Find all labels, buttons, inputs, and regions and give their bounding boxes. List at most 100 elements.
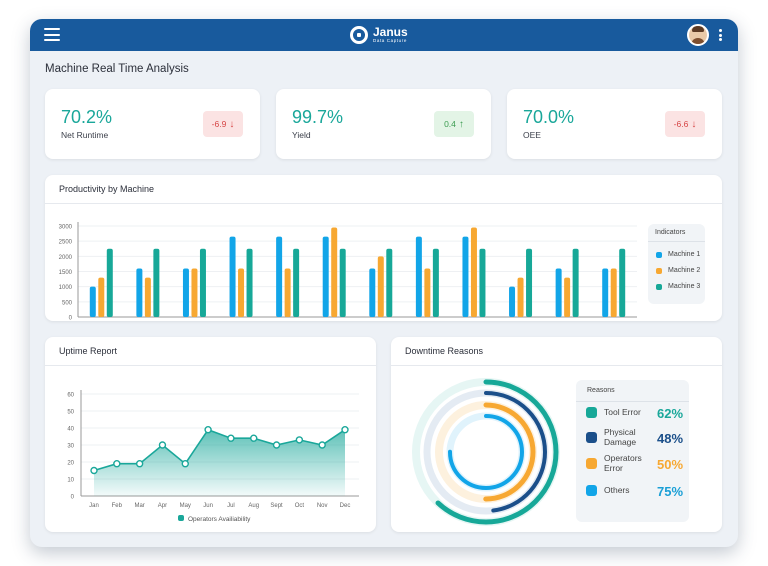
reason-percent: 50% (657, 457, 684, 472)
x-tick-label: Aug (248, 503, 259, 509)
bar-machine-1 (602, 268, 609, 317)
kpi-label: OEE (523, 130, 541, 140)
bar-machine-3 (246, 248, 253, 317)
x-tick-label: Jul (227, 503, 235, 509)
y-tick-label: 3000 (59, 225, 73, 231)
data-point (113, 459, 121, 468)
data-point (227, 434, 235, 442)
bar-machine-3 (619, 248, 626, 317)
legend-title: Reasons (587, 387, 615, 394)
bar-machine-3 (293, 248, 300, 317)
x-tick-label: Sept (270, 503, 283, 509)
uptime-title: Uptime Report (59, 346, 118, 356)
kpi-card-oee: 70.0% OEE -6.6 ↓ (507, 89, 722, 159)
data-point (204, 426, 212, 434)
card-header: Productivity by Machine (45, 175, 722, 204)
downtime-legend: Reasons Tool Error 62% Physical Damage 48% Op… (576, 380, 689, 522)
reason-label: Others (604, 485, 630, 495)
legend-swatch (178, 515, 184, 521)
bar-machine-2 (470, 227, 477, 317)
reason-label: Operators Error (604, 453, 642, 473)
downtime-title: Downtime Reasons (405, 346, 484, 356)
downtime-card: Downtime Reasons Reasons Tool Error 62% Ph… (391, 337, 722, 532)
y-tick-label: 10 (67, 478, 74, 484)
data-point (272, 441, 281, 449)
data-point (341, 426, 349, 434)
y-tick-label: 20 (67, 461, 74, 467)
dashboard-window: Janus Data Capture Machine Real Time Ana… (30, 19, 738, 547)
kpi-delta-value: 0.4 (444, 119, 456, 129)
bar-machine-1 (276, 236, 283, 317)
bar-machine-1 (229, 236, 236, 317)
reason-percent: 75% (657, 484, 684, 499)
reason-percent: 48% (657, 431, 684, 446)
brand-subtitle: Data Capture (373, 38, 407, 43)
x-tick-label: Jan (89, 503, 99, 509)
legend-label: Operators Availiability (188, 516, 251, 523)
x-tick-label: Mar (134, 503, 144, 509)
x-tick-label: Nov (317, 503, 328, 509)
bar-machine-1 (369, 268, 376, 317)
bar-machine-3 (199, 248, 206, 317)
bar-machine-3 (339, 248, 346, 317)
kpi-value: 99.7% (292, 107, 344, 127)
card-header: Downtime Reasons (391, 337, 722, 366)
bar-machine-1 (462, 236, 469, 317)
y-tick-label: 1500 (59, 270, 73, 276)
x-tick-label: Feb (112, 503, 123, 509)
bar-machine-1 (182, 268, 189, 317)
menu-icon[interactable] (44, 28, 60, 41)
legend-item-machine-3: Machine 3 (656, 283, 700, 290)
x-tick-label: Oct (295, 503, 305, 509)
bar-machine-3 (479, 248, 486, 317)
bar-machine-2 (610, 268, 617, 317)
kpi-value: 70.0% (523, 107, 575, 127)
bar-machine-1 (415, 236, 422, 317)
downtime-radial-chart (412, 378, 560, 526)
more-options-icon[interactable] (719, 29, 722, 41)
bar-machine-1 (555, 268, 562, 317)
productivity-card: Productivity by Machine 0 500 1000 1500 2000… (45, 175, 722, 321)
area-fill (94, 429, 345, 496)
reason-percent: 62% (657, 406, 684, 421)
bar-machine-2 (238, 268, 245, 317)
data-point (318, 441, 326, 449)
y-tick-label: 60 (67, 393, 74, 399)
y-tick-label: 2000 (59, 255, 73, 261)
bar-machine-1 (136, 268, 143, 317)
bar-machine-2 (284, 268, 291, 317)
kpi-value: 70.2% (61, 107, 113, 127)
bar-machine-2 (331, 227, 338, 317)
bar-machine-2 (191, 268, 198, 317)
janus-logo-icon (350, 26, 368, 44)
bar-machine-2 (144, 277, 151, 317)
reason-others: Others 75% (586, 484, 683, 499)
page-title: Machine Real Time Analysis (45, 63, 189, 75)
reason-swatch (586, 458, 597, 469)
arrow-up-icon: ↑ (458, 118, 464, 130)
reason-tool-error: Tool Error 62% (586, 406, 683, 421)
data-point (135, 459, 144, 468)
avatar[interactable] (687, 24, 709, 46)
reason-physical-damage: Physical Damage 48% (586, 427, 683, 446)
bar-machine-1 (89, 286, 96, 317)
y-tick-label: 1000 (59, 285, 73, 291)
y-tick-label: 50 (67, 410, 74, 416)
bar-machine-3 (386, 248, 393, 317)
reason-swatch (586, 407, 597, 418)
productivity-title: Productivity by Machine (59, 184, 155, 194)
data-point (90, 466, 98, 475)
ring-others (448, 414, 524, 490)
ring-tool-error (413, 379, 559, 525)
productivity-legend: Indicators Machine 1 Machine 2 Machine 3 (648, 224, 705, 304)
bar-machine-3 (106, 248, 113, 317)
y-tick-label: 500 (62, 300, 73, 306)
kpi-delta-badge: -6.9 ↓ (203, 111, 243, 137)
y-tick-label: 0 (69, 316, 73, 322)
kpi-delta-value: -6.6 (673, 119, 689, 129)
bar-machine-2 (98, 277, 105, 317)
legend-item-machine-2: Machine 2 (656, 267, 700, 274)
ring-physical-damage (425, 391, 547, 513)
kpi-delta-badge: 0.4 ↑ (434, 111, 474, 137)
data-point (295, 436, 304, 444)
